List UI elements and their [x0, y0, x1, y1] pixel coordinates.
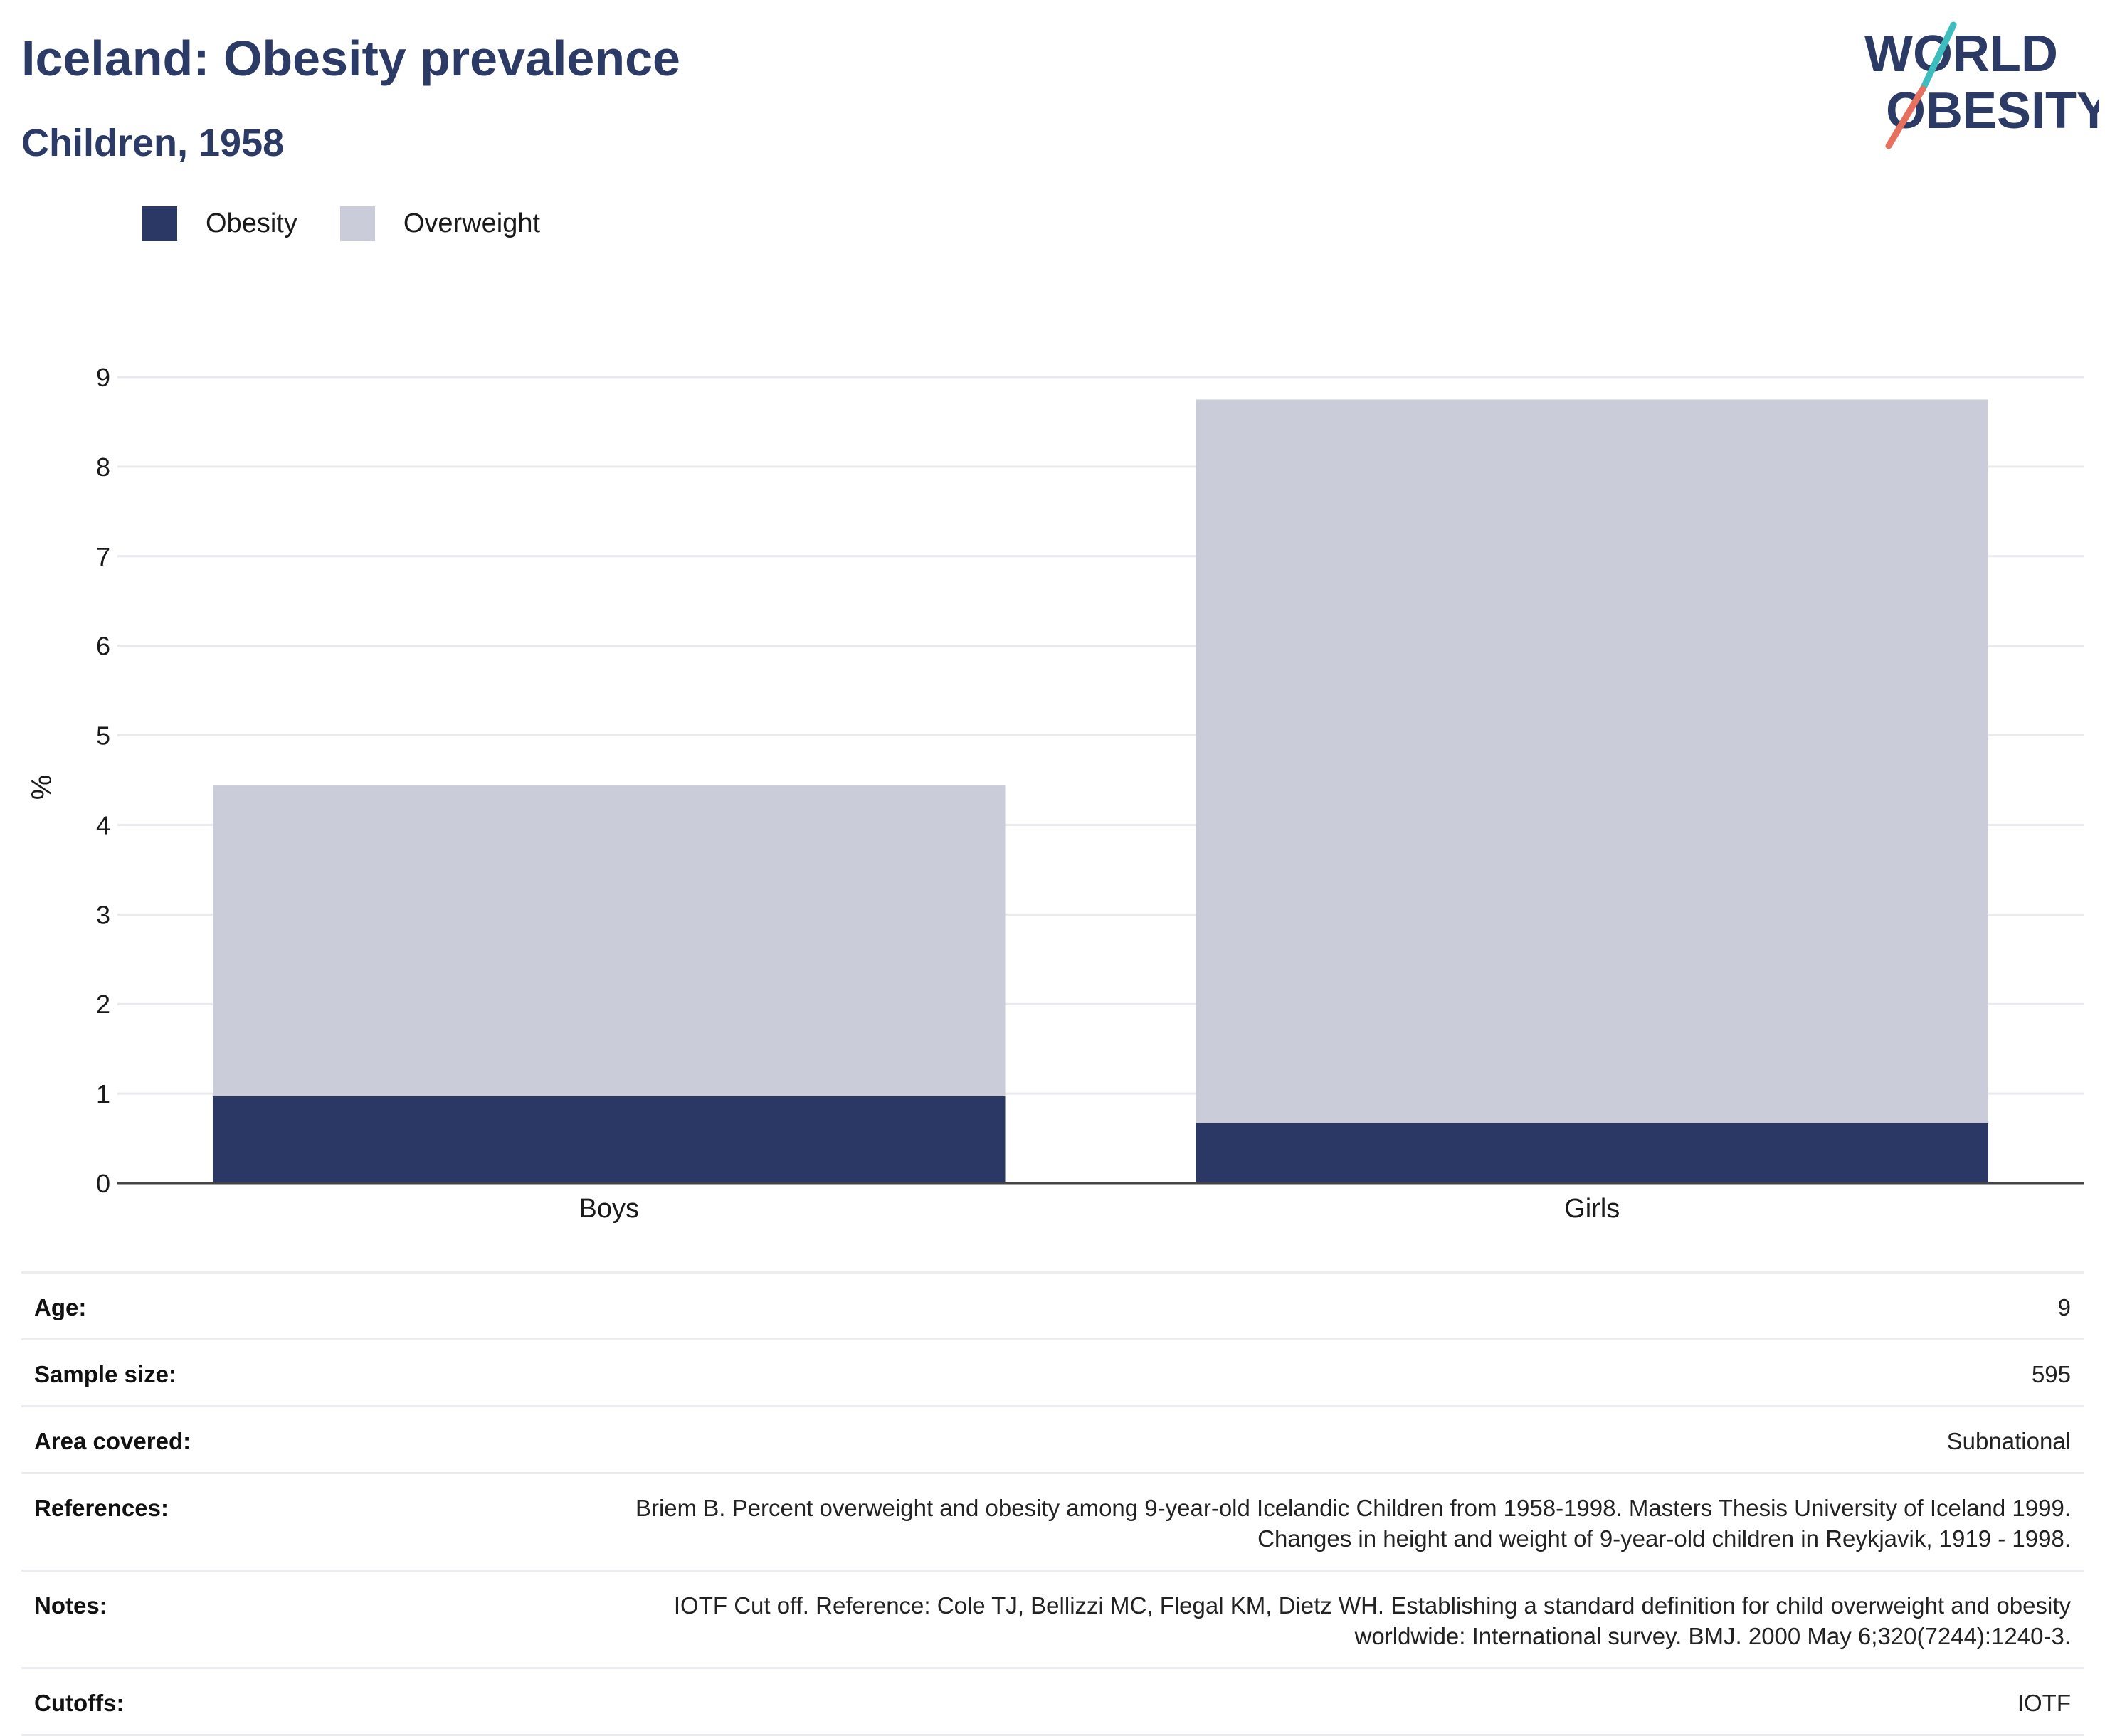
logo-slash-top — [1919, 21, 1957, 92]
details-row: Cutoffs: IOTF — [21, 1669, 2084, 1736]
stacked-bar-chart: 0 1 2 3 4 5 6 7 8 9% Boys Girls — [26, 363, 2084, 1224]
y-axis-label: % — [26, 775, 58, 800]
details-row: Age: 9 — [21, 1274, 2084, 1340]
y-tick-label: 3 — [96, 900, 110, 929]
details-value: Briem B. Percent overweight and obesity … — [635, 1495, 2071, 1552]
y-tick-label: 1 — [96, 1079, 110, 1108]
x-tick-label: Girls — [1564, 1194, 1620, 1224]
legend-swatch-obesity — [142, 206, 177, 241]
details-key: Cutoffs: — [34, 1690, 125, 1716]
details-key: Age: — [34, 1294, 87, 1320]
chart-title: Iceland: Obesity prevalence — [21, 31, 680, 86]
legend-swatch-overweight — [339, 206, 375, 241]
x-tick-label: Boys — [579, 1194, 639, 1224]
details-row: Area covered: Subnational — [21, 1407, 2084, 1474]
details-table: Age: 9 Sample size: 595 Area covered: Subnati… — [21, 1271, 2084, 1736]
bar-obesity-boys[interactable] — [213, 1096, 1006, 1183]
y-tick-label: 4 — [96, 810, 110, 840]
details-row: Sample size: 595 — [21, 1340, 2084, 1407]
details-key: Notes: — [34, 1592, 107, 1619]
chart-subtitle: Children, 1958 — [21, 122, 285, 164]
legend-label-obesity: Obesity — [206, 208, 297, 238]
logo-line-1: WORLD — [1864, 26, 2058, 83]
y-tick-label: 7 — [96, 542, 110, 571]
y-tick-label: 2 — [96, 990, 110, 1019]
legend-item-obesity[interactable]: Obesity — [142, 206, 297, 241]
details-row: References: Briem B. Percent overweight a… — [21, 1474, 2084, 1572]
bar-overweight-girls[interactable] — [1196, 399, 1988, 1123]
details-key: Sample size: — [34, 1361, 176, 1387]
details-value: 9 — [2057, 1294, 2071, 1320]
y-tick-label: 6 — [96, 632, 110, 661]
details-value: Subnational — [1946, 1428, 2071, 1454]
logo-slash-bottom — [1885, 85, 1926, 149]
y-tick-label: 9 — [96, 363, 110, 392]
bar-obesity-girls[interactable] — [1196, 1123, 1988, 1183]
details-key: Area covered: — [34, 1428, 191, 1454]
details-value: IOTF — [2017, 1690, 2071, 1716]
y-tick-label: 8 — [96, 452, 110, 482]
details-value: IOTF Cut off. Reference: Cole TJ, Belliz… — [673, 1592, 2071, 1649]
legend-label-overweight: Overweight — [403, 208, 541, 238]
details-value: 595 — [2031, 1361, 2071, 1387]
bar-overweight-boys[interactable] — [213, 785, 1006, 1096]
chart-legend: Obesity Overweight — [142, 206, 583, 241]
legend-item-overweight[interactable]: Overweight — [339, 206, 541, 241]
world-obesity-logo: WORLD OBESITY — [1864, 21, 2099, 149]
y-tick-label: 0 — [96, 1169, 110, 1198]
details-row: Notes: IOTF Cut off. Reference: Cole TJ, … — [21, 1572, 2084, 1669]
details-key: References: — [34, 1495, 169, 1521]
y-tick-label: 5 — [96, 721, 110, 751]
